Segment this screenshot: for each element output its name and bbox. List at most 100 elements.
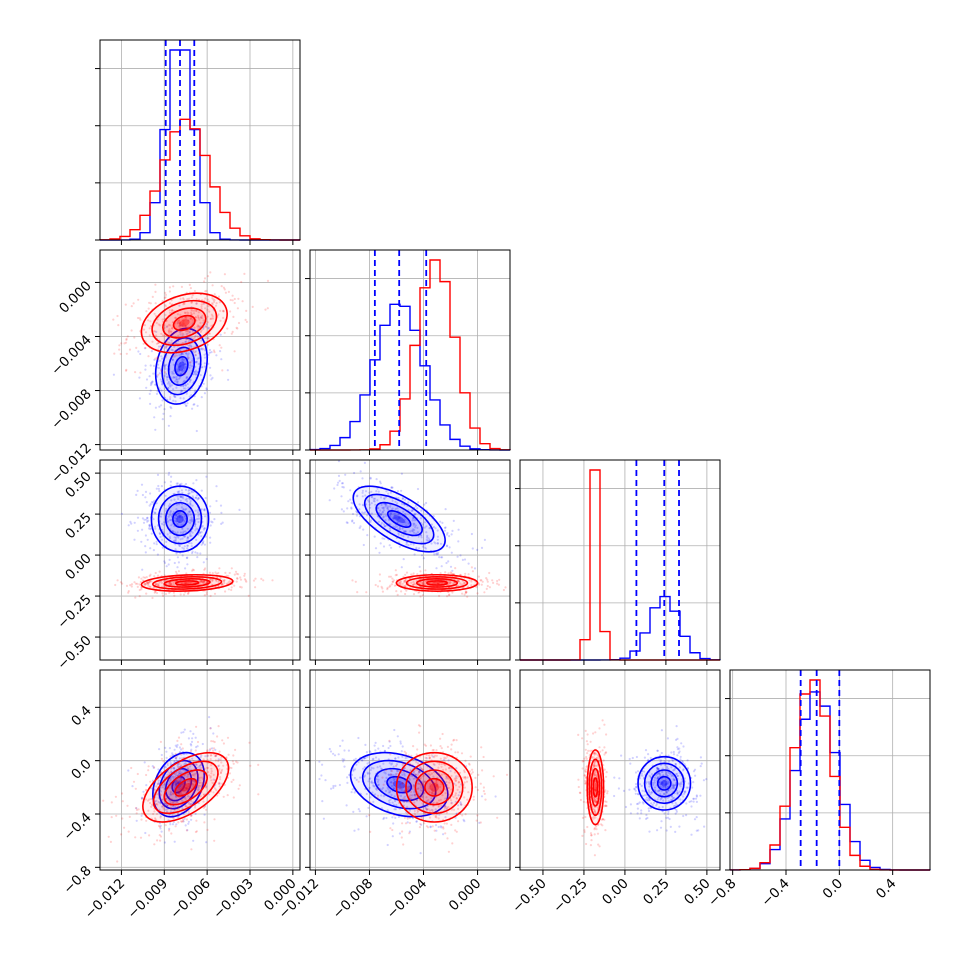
red-point xyxy=(200,784,203,787)
panel-frame xyxy=(99,669,301,871)
red-point xyxy=(207,300,211,303)
blue-point xyxy=(664,783,667,786)
blue-point xyxy=(196,518,199,521)
blue-point xyxy=(368,772,371,775)
red-point xyxy=(214,787,217,790)
blue-point xyxy=(392,517,395,520)
red-point xyxy=(422,583,425,586)
red-point xyxy=(229,310,232,313)
blue-point xyxy=(322,817,325,820)
red-point xyxy=(388,585,391,588)
red-point xyxy=(197,352,200,355)
red-point xyxy=(185,787,188,790)
blue-point xyxy=(342,486,345,489)
red-point xyxy=(416,573,419,576)
blue-point xyxy=(160,830,163,833)
blue-point xyxy=(389,512,393,516)
red-point xyxy=(457,781,460,784)
blue-point xyxy=(443,529,447,532)
blue-point xyxy=(332,784,335,788)
red-point xyxy=(115,814,118,817)
red-point xyxy=(190,301,193,304)
blue-point xyxy=(160,404,163,407)
red-point xyxy=(421,781,424,785)
blue-density-level xyxy=(155,328,208,405)
blue-point xyxy=(656,749,659,752)
blue-point xyxy=(352,768,355,771)
red-point xyxy=(431,825,434,828)
blue-point xyxy=(177,782,180,785)
red-point xyxy=(214,304,218,307)
blue-point xyxy=(374,793,377,796)
red-point xyxy=(404,573,407,576)
panel-frame xyxy=(519,459,721,661)
red-point xyxy=(464,759,467,763)
blue-point xyxy=(219,333,222,336)
blue-point xyxy=(171,358,174,362)
blue-point xyxy=(388,527,392,530)
blue-point xyxy=(415,532,418,535)
blue-point xyxy=(370,780,373,783)
red-point xyxy=(409,794,412,797)
red-point xyxy=(491,579,494,582)
red-point xyxy=(197,324,200,327)
red-point xyxy=(227,753,230,756)
blue-point xyxy=(413,770,416,773)
blue-point xyxy=(177,511,180,515)
blue-point xyxy=(436,538,439,541)
red-point xyxy=(421,775,424,778)
blue-point xyxy=(177,816,180,819)
blue-point xyxy=(682,745,685,748)
blue-point xyxy=(185,404,188,407)
blue-point xyxy=(185,352,188,355)
blue-density-level xyxy=(165,502,195,536)
blue-point xyxy=(176,531,179,534)
blue-point xyxy=(175,745,178,749)
blue-point xyxy=(196,404,199,407)
blue-point xyxy=(144,534,147,537)
red-point xyxy=(181,342,184,345)
blue-point xyxy=(183,362,186,366)
blue-point xyxy=(180,524,183,527)
blue-point xyxy=(174,514,177,517)
blue-density-level xyxy=(353,486,446,552)
blue-point xyxy=(423,521,426,524)
blue-point xyxy=(140,796,144,799)
red-point xyxy=(221,583,224,587)
blue-point xyxy=(672,750,675,754)
blue-point xyxy=(379,542,382,545)
blue-point xyxy=(188,344,191,348)
red-point xyxy=(421,594,424,597)
red-point xyxy=(179,779,182,782)
blue-point xyxy=(379,480,382,483)
red-point xyxy=(186,298,189,301)
blue-point xyxy=(181,554,184,557)
blue-point xyxy=(386,507,389,510)
scatter-panel-1-3 xyxy=(95,459,301,665)
blue-point xyxy=(448,535,451,538)
red-point xyxy=(239,576,242,579)
red-point xyxy=(164,305,167,308)
blue-point xyxy=(178,793,181,796)
red-point xyxy=(204,307,207,310)
red-point xyxy=(200,316,203,319)
red-point xyxy=(177,736,181,739)
red-point xyxy=(223,273,226,276)
blue-point xyxy=(161,399,164,402)
red-point xyxy=(421,784,424,787)
red-contour xyxy=(395,573,479,592)
red-point xyxy=(420,581,423,584)
red-point xyxy=(409,764,412,767)
red-point xyxy=(192,773,195,776)
red-point xyxy=(423,792,426,795)
blue-point xyxy=(645,796,649,799)
red-point xyxy=(166,325,169,328)
red-point xyxy=(179,297,182,300)
red-point xyxy=(159,816,162,819)
red-point xyxy=(432,581,435,584)
blue-point xyxy=(191,737,194,740)
red-point xyxy=(450,743,453,746)
red-point xyxy=(171,309,174,312)
red-density-level xyxy=(180,782,192,792)
